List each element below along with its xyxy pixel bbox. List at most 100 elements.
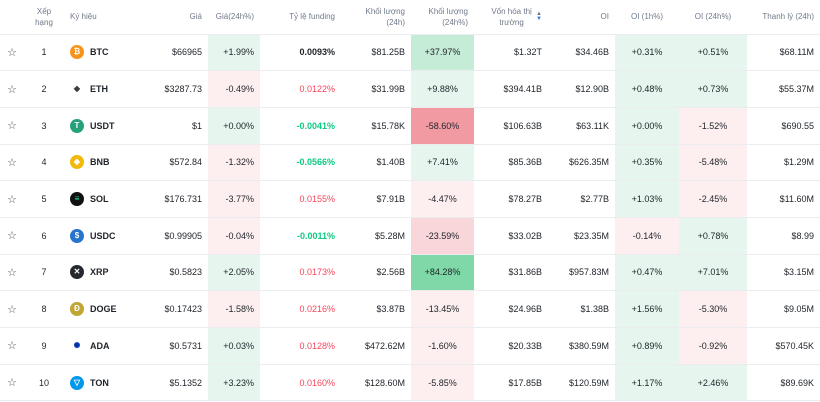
symbol-label: SOL xyxy=(90,194,109,205)
symbol-cell[interactable]: $ USDC xyxy=(64,217,134,255)
table-row-sol[interactable]: ☆ 5 ≡ SOL $176.731 -3.77% 0.0155% $7.91B … xyxy=(0,180,820,218)
rank-header[interactable]: Xếp hạng xyxy=(24,0,64,35)
volume-change-cell: -13.45% xyxy=(411,290,474,328)
symbol-cell[interactable]: Ð DOGE xyxy=(64,290,134,328)
favorite-cell: ☆ xyxy=(0,290,24,328)
table-row-usdt[interactable]: ☆ 3 T USDT $1 +0.00% -0.0041% $15.78K -58… xyxy=(0,107,820,145)
table-row-ton[interactable]: ☆ 10 ▽ TON $5.1352 +3.23% 0.0160% $128.60… xyxy=(0,364,820,402)
funding-rate-cell: 0.0216% xyxy=(260,290,341,328)
oi-24h-cell: -1.52% xyxy=(679,107,747,145)
oi-cell: $120.59M xyxy=(548,364,615,402)
volume-change-header[interactable]: Khối lượng (24h%) xyxy=(411,0,474,35)
favorite-cell: ☆ xyxy=(0,70,24,108)
ada-icon: ✺ xyxy=(70,338,84,353)
table-row-doge[interactable]: ☆ 8 Ð DOGE $0.17423 -1.58% 0.0216% $3.87B… xyxy=(0,290,820,328)
volume-cell: $2.56B xyxy=(341,254,411,292)
star-icon[interactable]: ☆ xyxy=(7,83,17,96)
star-icon[interactable]: ☆ xyxy=(7,230,17,243)
favorite-header xyxy=(0,0,24,35)
table-row-eth[interactable]: ☆ 2 ◆ ETH $3287.73 -0.49% 0.0122% $31.99B… xyxy=(0,70,820,108)
table-row-usdc[interactable]: ☆ 6 $ USDC $0.99905 -0.04% -0.0011% $5.28… xyxy=(0,217,820,255)
star-icon[interactable]: ☆ xyxy=(7,377,17,390)
oi-1h-header[interactable]: OI (1h%) xyxy=(615,0,679,35)
rank-cell: 7 xyxy=(24,254,64,292)
sort-icon[interactable]: ▲ ▼ xyxy=(536,10,542,22)
symbol-header[interactable]: Ký hiệu xyxy=(64,0,134,35)
table-header-row: Xếp hạng Ký hiệu Giá Giá(24h%) Tỷ lệ fun… xyxy=(0,0,820,35)
ton-icon: ▽ xyxy=(70,375,84,390)
oi-24h-cell: +7.01% xyxy=(679,254,747,292)
usdt-icon: T xyxy=(70,118,84,133)
funding-rate-cell: 0.0160% xyxy=(260,364,341,402)
liquidation-cell: $9.05M xyxy=(747,290,820,328)
price-change-cell: -1.58% xyxy=(208,290,260,328)
star-icon[interactable]: ☆ xyxy=(7,340,17,353)
funding-rate-header[interactable]: Tỷ lệ funding xyxy=(260,0,341,35)
oi-cell: $23.35M xyxy=(548,217,615,255)
oi-1h-cell: +0.31% xyxy=(615,34,679,72)
table-row-xrp[interactable]: ☆ 7 ✕ XRP $0.5823 +2.05% 0.0173% $2.56B +… xyxy=(0,254,820,292)
table-row-btc[interactable]: ☆ 1 ₿ BTC $66965 +1.99% 0.0093% $81.25B +… xyxy=(0,34,820,72)
rank-cell: 1 xyxy=(24,34,64,72)
volume-cell: $31.99B xyxy=(341,70,411,108)
oi-cell: $63.11K xyxy=(548,107,615,145)
oi-24h-cell: +0.51% xyxy=(679,34,747,72)
price-change-header[interactable]: Giá(24h%) xyxy=(208,0,260,35)
favorite-cell: ☆ xyxy=(0,144,24,182)
oi-24h-header[interactable]: OI (24h%) xyxy=(679,0,747,35)
table-row-bnb[interactable]: ☆ 4 ◈ BNB $572.84 -1.32% -0.0566% $1.40B … xyxy=(0,144,820,182)
symbol-cell[interactable]: ✺ ADA xyxy=(64,327,134,365)
symbol-cell[interactable]: T USDT xyxy=(64,107,134,145)
table-row-ada[interactable]: ☆ 9 ✺ ADA $0.5731 +0.03% 0.0128% $472.62M… xyxy=(0,327,820,365)
symbol-label: TON xyxy=(90,377,109,388)
star-icon[interactable]: ☆ xyxy=(7,46,17,59)
oi-24h-cell: +0.78% xyxy=(679,217,747,255)
oi-header[interactable]: OI xyxy=(548,0,615,35)
symbol-cell[interactable]: ✕ XRP xyxy=(64,254,134,292)
price-change-cell: +1.99% xyxy=(208,34,260,72)
symbol-cell[interactable]: ₿ BTC xyxy=(64,34,134,72)
funding-rate-cell: 0.0173% xyxy=(260,254,341,292)
star-icon[interactable]: ☆ xyxy=(7,193,17,206)
market-cap-cell: $1.32T xyxy=(474,34,548,72)
oi-1h-cell: +0.47% xyxy=(615,254,679,292)
volume-change-cell: -23.59% xyxy=(411,217,474,255)
xrp-icon: ✕ xyxy=(70,265,84,280)
symbol-label: ADA xyxy=(90,340,110,351)
market-cap-cell: $31.86B xyxy=(474,254,548,292)
price-cell: $3287.73 xyxy=(134,70,208,108)
market-cap-header[interactable]: Vốn hóa thị trường ▲ ▼ xyxy=(474,0,548,35)
price-header[interactable]: Giá xyxy=(134,0,208,35)
volume-change-cell: +84.28% xyxy=(411,254,474,292)
sol-icon: ≡ xyxy=(70,192,84,207)
favorite-cell: ☆ xyxy=(0,364,24,402)
oi-cell: $957.83M xyxy=(548,254,615,292)
star-icon[interactable]: ☆ xyxy=(7,303,17,316)
star-icon[interactable]: ☆ xyxy=(7,266,17,279)
funding-rate-cell: 0.0093% xyxy=(260,34,341,72)
doge-icon: Ð xyxy=(70,302,84,317)
favorite-cell: ☆ xyxy=(0,34,24,72)
oi-1h-cell: +1.17% xyxy=(615,364,679,402)
liquidation-cell: $570.45K xyxy=(747,327,820,365)
oi-24h-cell: -5.48% xyxy=(679,144,747,182)
liquidation-cell: $3.15M xyxy=(747,254,820,292)
rank-cell: 4 xyxy=(24,144,64,182)
volume-change-cell: -58.60% xyxy=(411,107,474,145)
symbol-cell[interactable]: ◈ BNB xyxy=(64,144,134,182)
symbol-cell[interactable]: ≡ SOL xyxy=(64,180,134,218)
price-cell: $572.84 xyxy=(134,144,208,182)
market-cap-cell: $85.36B xyxy=(474,144,548,182)
liquidation-header[interactable]: Thanh lý (24h) xyxy=(747,0,820,35)
symbol-cell[interactable]: ◆ ETH xyxy=(64,70,134,108)
volume-header[interactable]: Khối lượng (24h) xyxy=(341,0,411,35)
market-cap-cell: $17.85B xyxy=(474,364,548,402)
star-icon[interactable]: ☆ xyxy=(7,120,17,133)
price-cell: $0.17423 xyxy=(134,290,208,328)
price-change-cell: +2.05% xyxy=(208,254,260,292)
volume-cell: $7.91B xyxy=(341,180,411,218)
symbol-cell[interactable]: ▽ TON xyxy=(64,364,134,402)
star-icon[interactable]: ☆ xyxy=(7,156,17,169)
volume-change-cell: +9.88% xyxy=(411,70,474,108)
